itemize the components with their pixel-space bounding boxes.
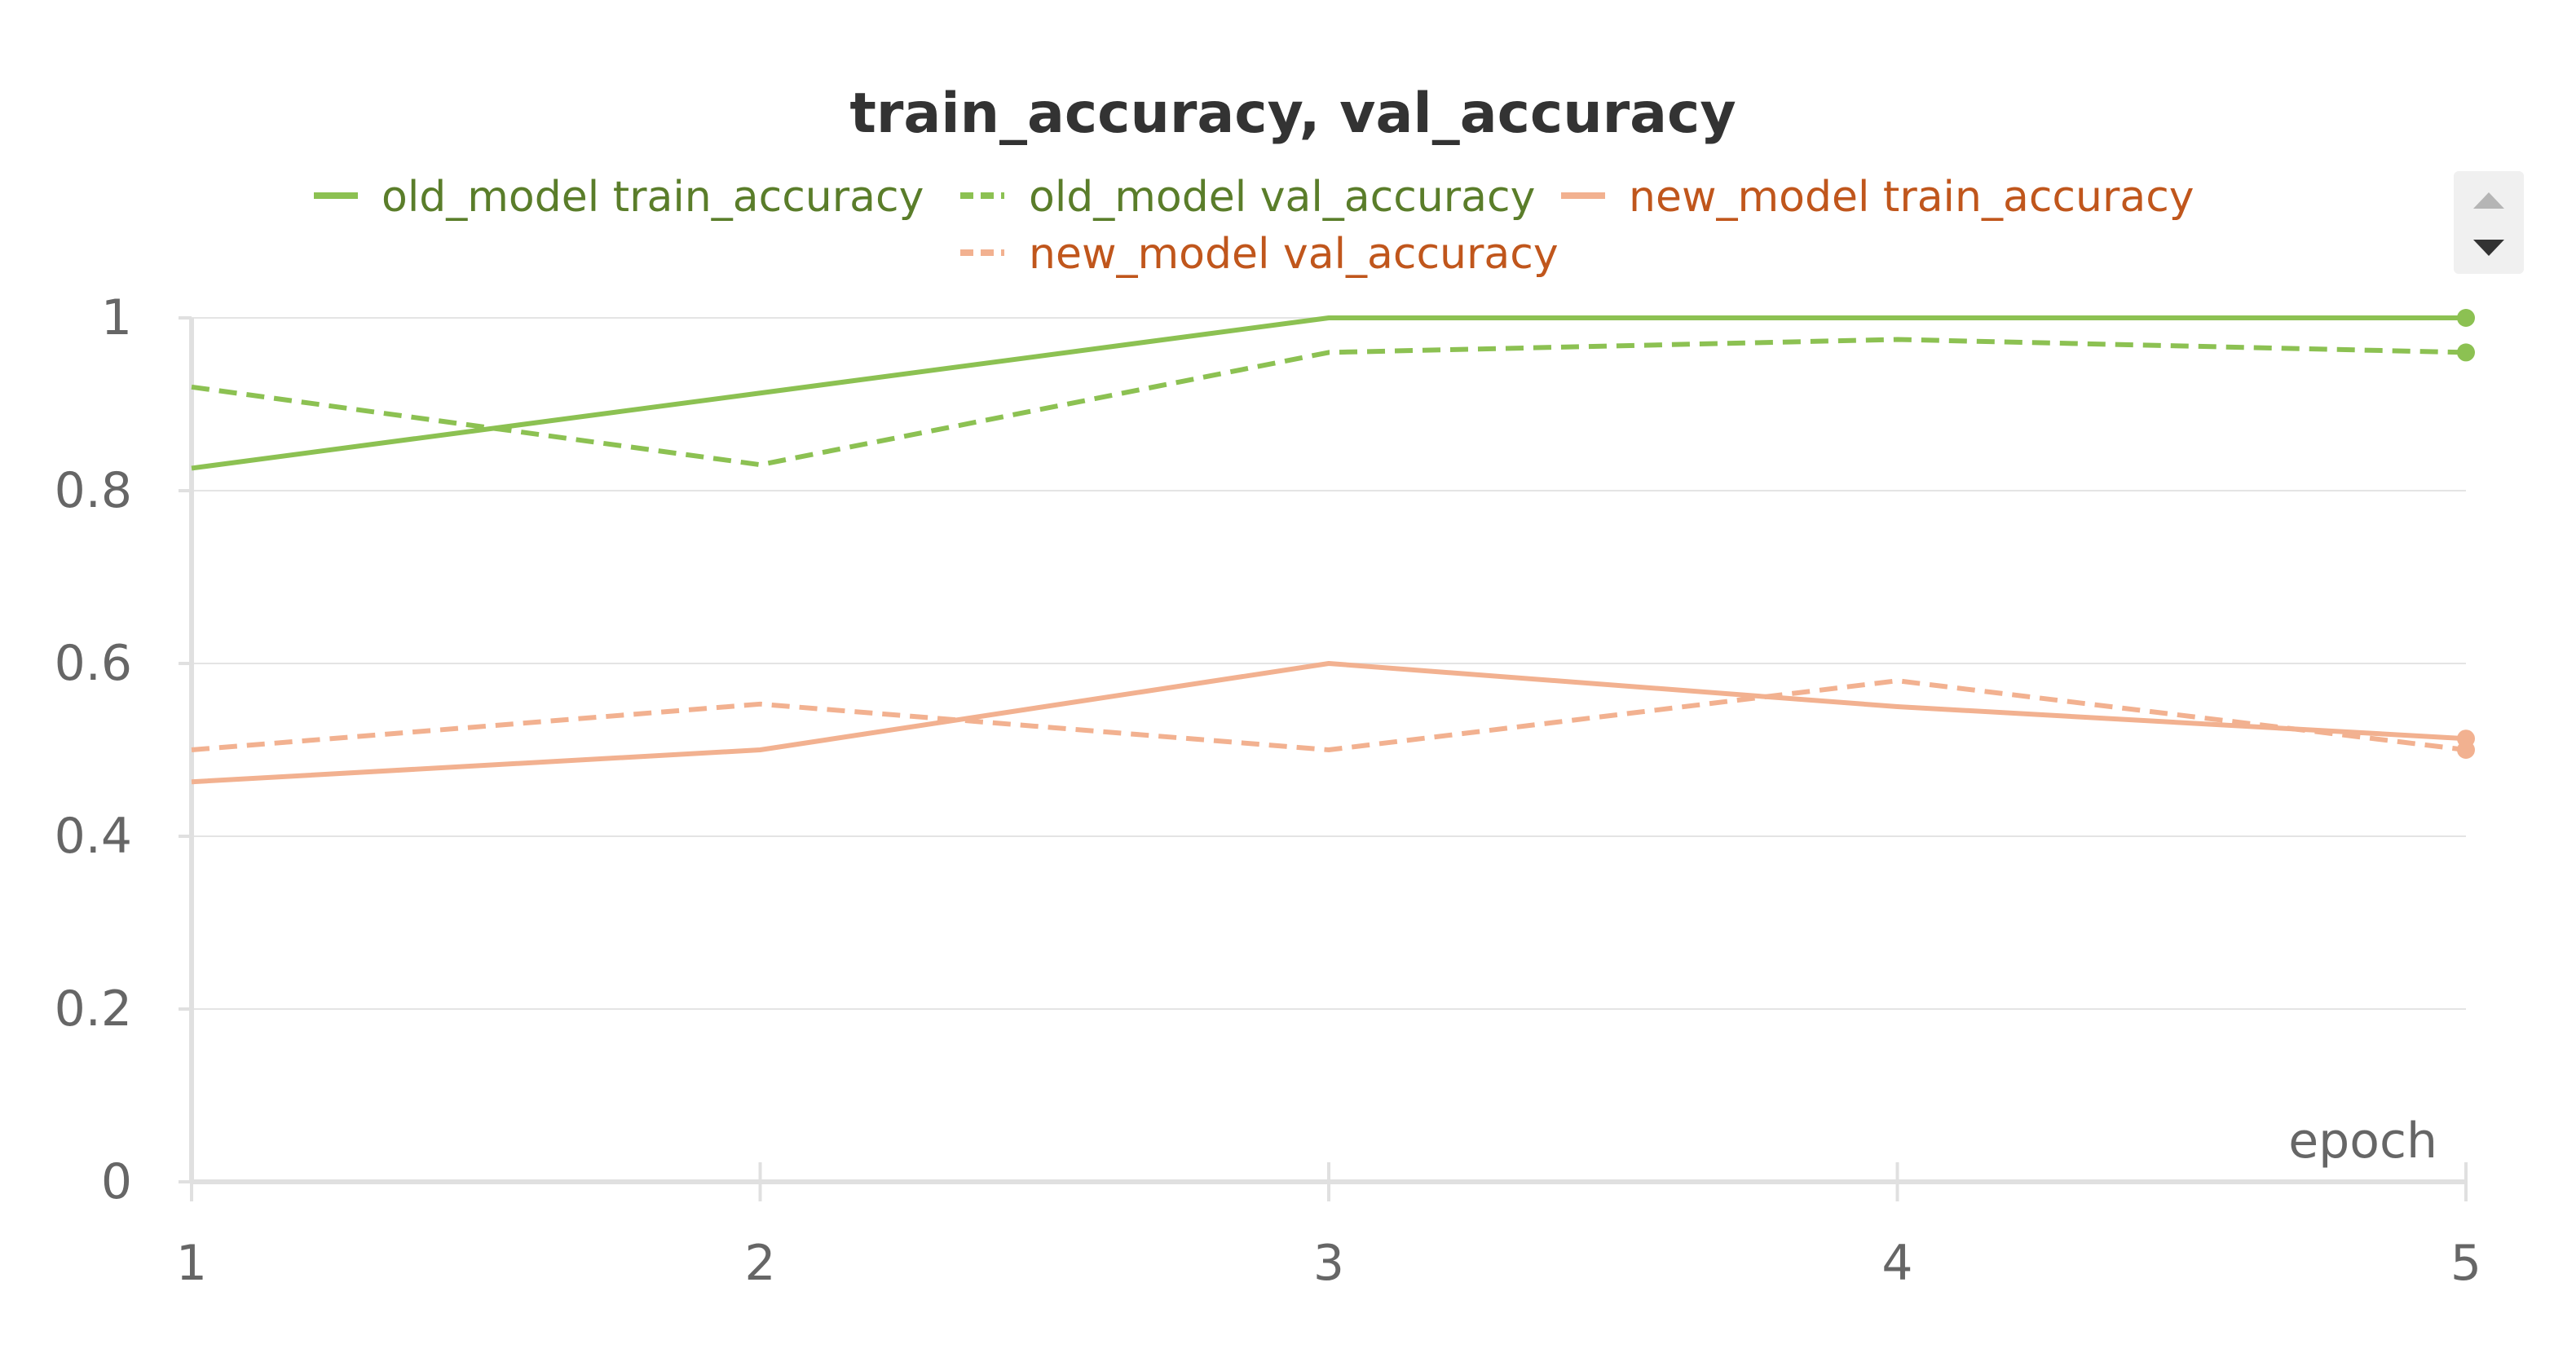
axes: 0 0.2 0.4 0.6 0.8 1 1 2 3 4 5 [55, 289, 2482, 1292]
legend-label: old_model train_accuracy [382, 173, 924, 222]
y-tick-label: 0 [101, 1153, 132, 1210]
x-axis-label: epoch [2288, 1113, 2437, 1170]
triangle-up-icon[interactable] [2473, 192, 2504, 209]
y-tick-label: 0.8 [55, 462, 132, 519]
y-tick-label: 1 [101, 289, 132, 346]
series-end-marker [2457, 343, 2475, 362]
series-end-marker [2457, 741, 2475, 759]
series-end-marker [2457, 309, 2475, 327]
x-tick-label: 5 [2450, 1235, 2481, 1292]
legend-label: old_model val_accuracy [1029, 173, 1535, 222]
legend-scroll-control[interactable] [2454, 171, 2524, 274]
legend: old_model train_accuracy old_model val_ac… [314, 173, 2194, 279]
y-tick-label: 0.2 [55, 981, 132, 1038]
x-tick-label: 2 [744, 1235, 775, 1292]
legend-label: new_model val_accuracy [1029, 230, 1559, 279]
series-line [191, 661, 2467, 785]
y-tick-label: 0.6 [55, 635, 132, 692]
triangle-down-icon[interactable] [2473, 240, 2504, 256]
legend-label: new_model train_accuracy [1629, 173, 2194, 222]
x-tick-label: 3 [1313, 1235, 1344, 1292]
chart-title: train_accuracy, val_accuracy [849, 82, 1736, 146]
series-layer [191, 309, 2475, 785]
series-line [191, 678, 2467, 752]
series-line [191, 315, 2466, 471]
series-line [191, 337, 2467, 468]
y-tick-label: 0.4 [55, 808, 132, 865]
x-tick-label: 4 [1881, 1235, 1912, 1292]
x-tick-label: 1 [176, 1235, 207, 1292]
